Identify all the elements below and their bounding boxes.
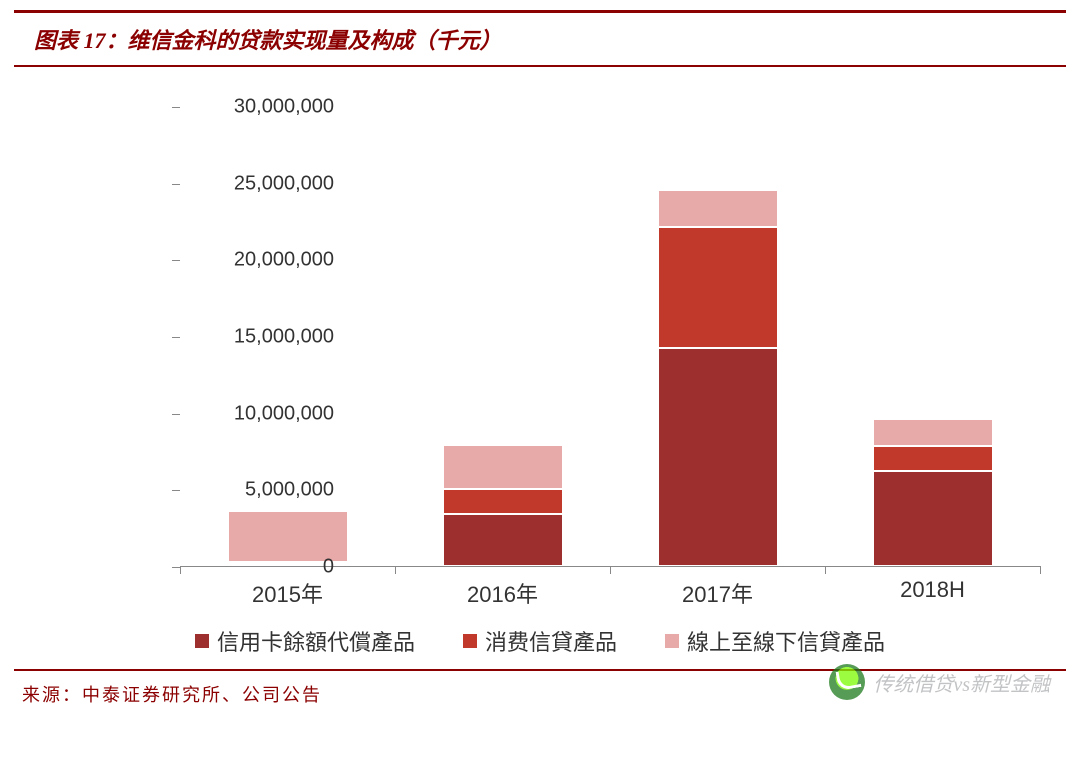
chart-title: 图表 17：维信金科的贷款实现量及构成（千元） bbox=[34, 28, 502, 53]
bar-segment bbox=[873, 419, 993, 447]
watermark: 传统借贷vs新型金融 bbox=[829, 664, 1050, 700]
x-tick bbox=[395, 566, 396, 574]
watermark-text: 传统借贷vs新型金融 bbox=[873, 668, 1050, 697]
x-axis-label: 2015年 bbox=[252, 577, 323, 609]
bar-group bbox=[443, 445, 563, 566]
y-axis-label: 15,000,000 bbox=[194, 326, 334, 349]
bar-segment bbox=[873, 471, 993, 566]
bar-segment bbox=[228, 511, 348, 562]
legend-label: 線上至線下信貸產品 bbox=[687, 625, 885, 657]
y-axis-label: 0 bbox=[194, 556, 334, 579]
y-tick bbox=[172, 260, 180, 261]
y-tick bbox=[172, 490, 180, 491]
x-tick bbox=[610, 566, 611, 574]
chart-area: 0 5,000,000 10,000,000 15,000,000 20,000,000… bbox=[30, 87, 1050, 617]
chart-figure: 图表 17：维信金科的贷款实现量及构成（千元） 0 5,000,000 10,000… bbox=[0, 10, 1080, 760]
wechat-icon bbox=[829, 664, 865, 700]
bar-segment bbox=[658, 348, 778, 566]
x-tick bbox=[825, 566, 826, 574]
y-tick bbox=[172, 567, 180, 568]
bar-segment bbox=[443, 489, 563, 514]
y-tick bbox=[172, 107, 180, 108]
x-tick bbox=[1040, 566, 1041, 574]
x-tick bbox=[180, 566, 181, 574]
legend-swatch bbox=[665, 634, 679, 648]
legend-swatch bbox=[463, 634, 477, 648]
title-bar: 图表 17：维信金科的贷款实现量及构成（千元） bbox=[14, 10, 1066, 67]
bar-group bbox=[873, 419, 993, 566]
y-axis-label: 5,000,000 bbox=[194, 479, 334, 502]
x-axis-label: 2017年 bbox=[682, 577, 753, 609]
y-tick bbox=[172, 184, 180, 185]
bar-segment bbox=[873, 446, 993, 471]
legend-label: 消费信貸產品 bbox=[485, 625, 617, 657]
legend: 信用卡餘額代償產品 消费信貸產品 線上至線下信貸產品 bbox=[0, 617, 1080, 665]
legend-item: 信用卡餘額代償產品 bbox=[195, 625, 415, 657]
bar-segment bbox=[658, 190, 778, 227]
bar-segment bbox=[443, 445, 563, 489]
y-tick bbox=[172, 414, 180, 415]
bar-segment bbox=[443, 514, 563, 566]
y-tick bbox=[172, 337, 180, 338]
y-axis-label: 25,000,000 bbox=[194, 172, 334, 195]
legend-swatch bbox=[195, 634, 209, 648]
legend-item: 消费信貸產品 bbox=[463, 625, 617, 657]
bar-group bbox=[658, 190, 778, 566]
x-axis-label: 2016年 bbox=[467, 577, 538, 609]
y-axis-label: 20,000,000 bbox=[194, 249, 334, 272]
legend-label: 信用卡餘額代償產品 bbox=[217, 625, 415, 657]
y-axis-label: 10,000,000 bbox=[194, 402, 334, 425]
y-axis-label: 30,000,000 bbox=[194, 96, 334, 119]
x-axis-label: 2018H bbox=[900, 577, 965, 603]
bar-segment bbox=[658, 227, 778, 348]
legend-item: 線上至線下信貸產品 bbox=[665, 625, 885, 657]
